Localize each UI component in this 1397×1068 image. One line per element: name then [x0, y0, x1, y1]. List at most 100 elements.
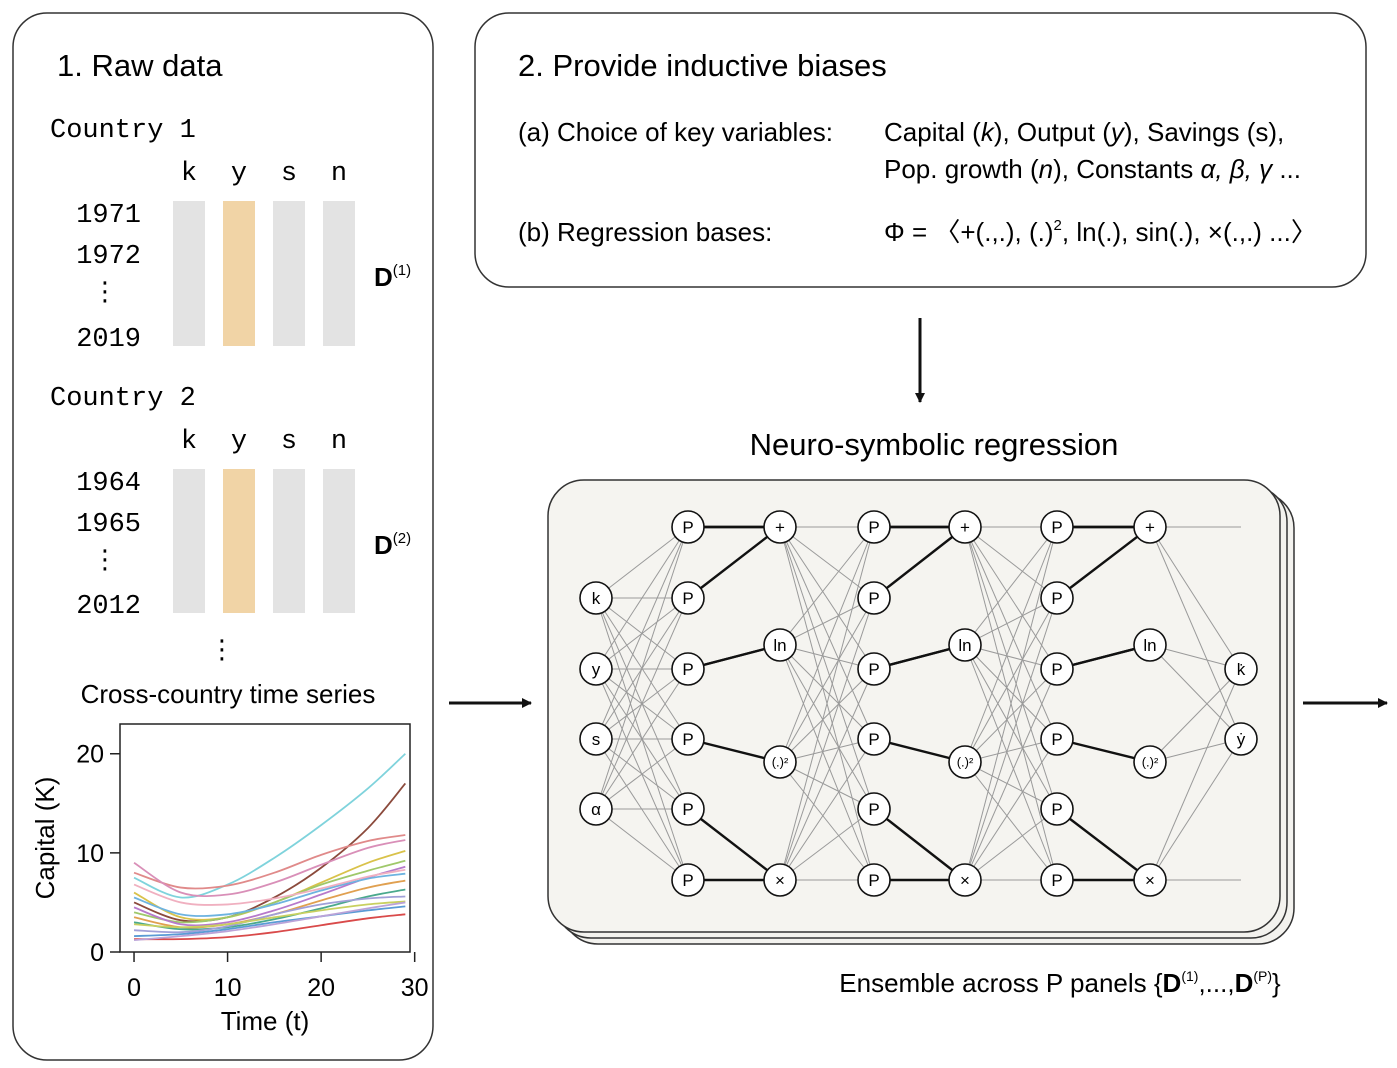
node-circle: [1040, 792, 1074, 826]
node-label: y: [592, 660, 601, 679]
year-label: 1965: [76, 510, 141, 540]
polynomial-node: P: [1040, 792, 1074, 826]
vertical-ellipsis: ⋮: [92, 544, 118, 574]
network-edge: [779, 808, 875, 881]
network-edge: [779, 644, 875, 740]
year-label: 1964: [76, 469, 141, 499]
node-label: ln: [958, 636, 971, 655]
node-label: P: [868, 589, 879, 608]
network-edge: [595, 597, 689, 810]
var-header-n: n: [331, 159, 347, 189]
capital-time-series-chart: 0 10 20 30 0 10 20 Time (t) Capital (K): [30, 723, 429, 1036]
network-edge: [779, 644, 875, 881]
network-edge: [964, 738, 1058, 881]
output-node: k̇: [1224, 652, 1258, 686]
network-edge: [873, 808, 966, 881]
node-label: P: [682, 518, 693, 537]
year-label: 1971: [76, 201, 141, 231]
chart-series-line: [133, 888, 406, 931]
operator-node: ×: [763, 863, 797, 897]
network-edge: [1056, 808, 1151, 881]
node-label: ×: [960, 871, 970, 890]
node-label: ln: [1143, 636, 1156, 655]
node-circle: [763, 863, 797, 897]
x-tick-label: 0: [127, 974, 141, 1002]
network-edge: [1056, 526, 1151, 599]
node-circle: [1040, 722, 1074, 756]
network-edge: [1149, 644, 1242, 740]
country-1-block: Country 1 k y s n 1971 1972 ⋮ 2019 D(1): [50, 116, 411, 355]
node-circle: [948, 863, 982, 897]
column-k: [173, 201, 205, 346]
network-edge: [595, 526, 689, 599]
network-edge: [1149, 738, 1242, 881]
country-2-block: Country 2 k y s n 1964 1965 ⋮ 2012 D(2): [50, 384, 411, 622]
node-label: P: [682, 871, 693, 890]
network-edge: [873, 526, 966, 599]
polynomial-node: P: [671, 792, 705, 826]
column-n: [323, 469, 355, 613]
column-n: [323, 201, 355, 346]
chart-series-line: [133, 872, 406, 917]
polynomial-node: P: [671, 581, 705, 615]
operator-node: +: [763, 510, 797, 544]
input-node: k: [579, 581, 613, 615]
network-edge: [595, 668, 689, 810]
polynomial-node: P: [671, 863, 705, 897]
polynomial-node: P: [1040, 863, 1074, 897]
node-circle: [579, 792, 613, 826]
node-circle: [579, 652, 613, 686]
operator-node: ×: [1133, 863, 1167, 897]
year-label: 2019: [76, 325, 141, 355]
var-header-k: k: [181, 427, 197, 457]
y-tick-label: 0: [90, 939, 104, 967]
operator-node: (.)²: [763, 745, 797, 779]
chart-series-line: [133, 782, 407, 923]
network-edge: [964, 526, 1058, 881]
node-label: α: [591, 800, 601, 819]
network-edge: [1149, 668, 1242, 881]
column-s: [273, 469, 305, 613]
network-edge: [964, 597, 1058, 881]
node-circle: [1040, 510, 1074, 544]
operator-node: (.)²: [948, 745, 982, 779]
node-label: P: [868, 660, 879, 679]
node-label: P: [1051, 518, 1062, 537]
input-node: s: [579, 722, 613, 756]
network-edge: [779, 761, 875, 881]
polynomial-node: P: [857, 863, 891, 897]
network-edge: [964, 597, 1058, 646]
chart-series-line: [133, 905, 406, 938]
network-edge: [687, 526, 781, 599]
polynomial-node: P: [857, 652, 891, 686]
matrix-label-d2: D(2): [374, 530, 411, 560]
polynomial-node: P: [857, 510, 891, 544]
input-node: α: [579, 792, 613, 826]
operator-node: +: [948, 510, 982, 544]
node-circle: [1133, 628, 1167, 662]
node-circle: [1040, 581, 1074, 615]
node-label: P: [682, 800, 693, 819]
node-circle: [948, 745, 982, 779]
network-edge: [595, 526, 689, 810]
node-label: s: [592, 730, 601, 749]
chart-series-line: [133, 868, 406, 906]
network-edge: [779, 597, 875, 646]
polynomial-node: P: [671, 722, 705, 756]
operator-node: ×: [948, 863, 982, 897]
x-tick-label: 10: [214, 974, 242, 1002]
node-circle: [1133, 510, 1167, 544]
x-tick-label: 20: [307, 974, 335, 1002]
column-s: [273, 201, 305, 346]
network-edge: [964, 668, 1058, 763]
node-label: P: [682, 730, 693, 749]
chart-series-line: [133, 753, 406, 899]
network-edge: [779, 761, 875, 810]
year-label: 1972: [76, 242, 141, 272]
node-label: (.)²: [1142, 755, 1159, 770]
network-edge: [779, 597, 875, 763]
polynomial-node: P: [1040, 510, 1074, 544]
regression-bases-line: Φ = 〈+(.,.), (.)2, ln(.), sin(.), ×(.,.)…: [884, 217, 1317, 247]
operator-node: ln: [763, 628, 797, 662]
node-circle: [948, 510, 982, 544]
